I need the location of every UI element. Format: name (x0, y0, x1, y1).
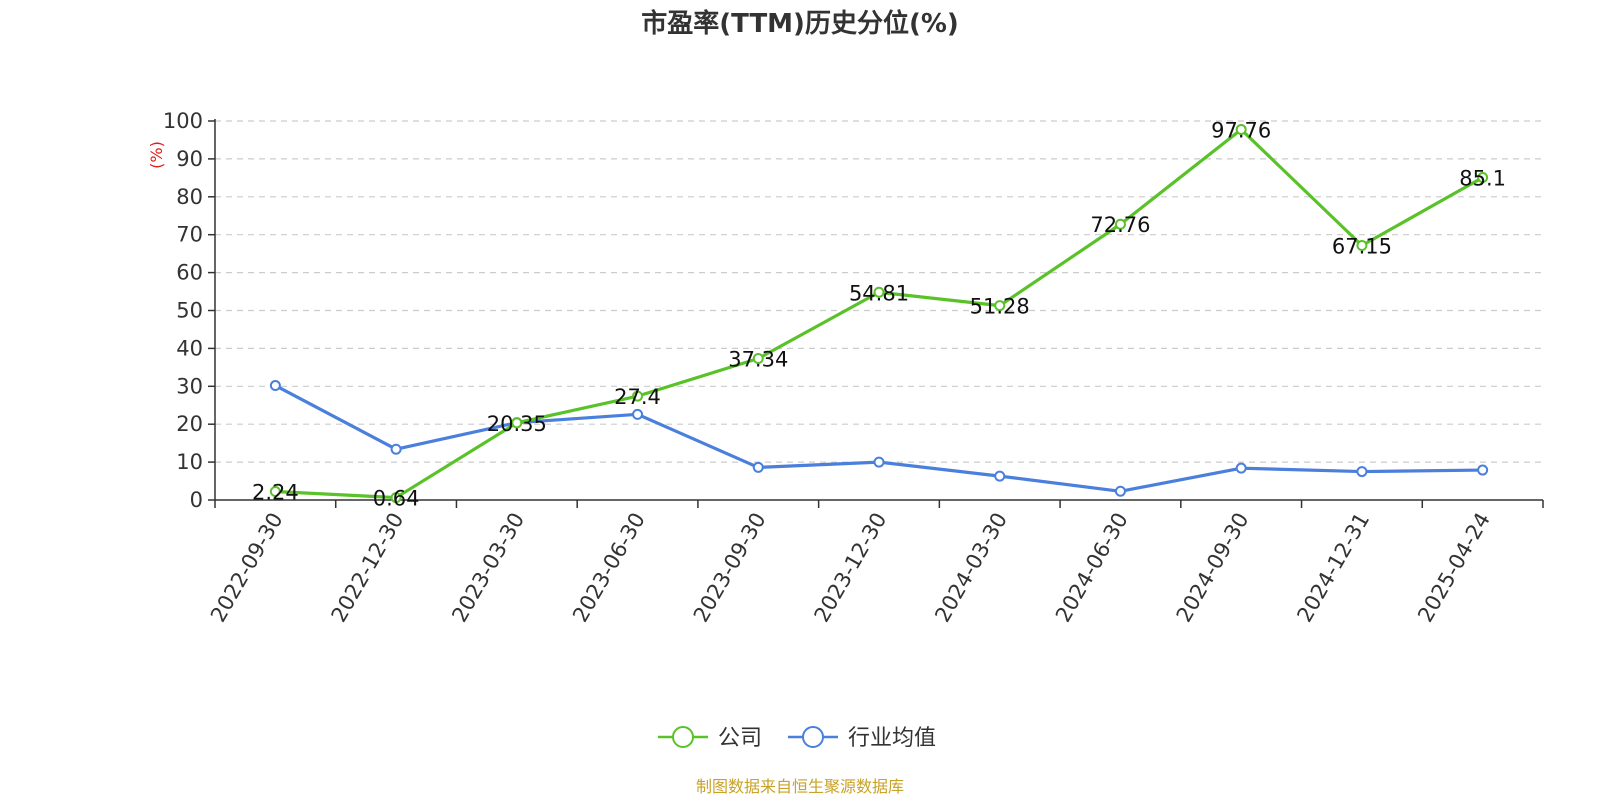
data-label: 0.64 (373, 487, 420, 511)
data-point[interactable] (1356, 466, 1368, 478)
x-tick-label: 2023-06-30 (568, 509, 650, 627)
data-point[interactable] (1114, 218, 1126, 230)
y-tick-label: 10 (176, 450, 203, 474)
data-point[interactable] (1477, 171, 1489, 183)
x-tick-label: 2023-12-30 (810, 509, 892, 627)
y-tick-label: 80 (176, 185, 203, 209)
legend-item-company[interactable]: 公司 (658, 726, 762, 751)
y-tick-label: 50 (176, 299, 203, 323)
y-axis-label: (%) (147, 141, 166, 169)
y-tick-label: 0 (190, 488, 203, 512)
series-line (275, 127, 1484, 500)
x-tick-label: 2022-09-30 (206, 509, 288, 627)
data-point[interactable] (1356, 240, 1368, 252)
data-label: 37.34 (728, 347, 788, 371)
legend[interactable]: 公司 行业均值 (658, 726, 936, 751)
data-point[interactable] (752, 352, 764, 364)
legend-item-industry-average[interactable]: 行业均值 (788, 726, 936, 751)
data-label: 72.76 (1090, 213, 1150, 237)
data-point[interactable] (752, 461, 764, 473)
y-tick-label: 20 (176, 412, 203, 436)
data-point[interactable] (1235, 462, 1247, 474)
data-point[interactable] (994, 470, 1006, 482)
legend-label: 公司 (718, 726, 762, 751)
y-tick-label: 100 (163, 109, 203, 133)
data-label: 20.35 (487, 412, 547, 436)
data-point[interactable] (511, 417, 523, 429)
x-tick-label: 2024-09-30 (1172, 509, 1254, 627)
source-note: 制图数据来自恒生聚源数据库 (696, 777, 904, 796)
data-label: 27.4 (614, 385, 661, 409)
legend-marker (672, 726, 694, 748)
x-tick-label: 2023-09-30 (689, 509, 771, 627)
x-tick-label: 2024-12-31 (1292, 509, 1374, 627)
series-company (269, 123, 1489, 504)
data-point[interactable] (994, 300, 1006, 312)
data-point[interactable] (1477, 464, 1489, 476)
data-point[interactable] (632, 390, 644, 402)
data-label: 54.81 (849, 281, 909, 305)
data-label: 85.1 (1459, 166, 1506, 190)
x-tick-label: 2024-06-30 (1051, 509, 1133, 627)
y-tick-label: 30 (176, 374, 203, 398)
x-tick-label: 2022-12-30 (327, 509, 409, 627)
x-tick-label: 2024-03-30 (930, 509, 1012, 627)
series-layer (269, 123, 1489, 504)
data-point[interactable] (269, 486, 281, 498)
data-point[interactable] (269, 380, 281, 392)
data-point[interactable] (1114, 485, 1126, 497)
y-tick-label: 40 (176, 336, 203, 360)
data-point[interactable] (873, 456, 885, 468)
y-tick-label: 90 (176, 147, 203, 171)
data-point[interactable] (390, 443, 402, 455)
data-label: 97.76 (1211, 118, 1271, 142)
legend-marker (802, 726, 824, 748)
data-point[interactable] (873, 286, 885, 298)
chart-title: 市盈率(TTM)历史分位(%) (641, 8, 959, 39)
data-label: 67.15 (1332, 235, 1392, 259)
grid-lines (215, 120, 1543, 463)
legend-label: 行业均值 (848, 726, 936, 751)
data-point[interactable] (632, 408, 644, 420)
axes: 0 10 20 30 40 50 60 70 80 90 100 2022-09-30 2022-12-… (163, 109, 1544, 627)
series-line (274, 384, 1483, 493)
x-tick-label: 2025-04-24 (1413, 509, 1495, 627)
y-tick-label: 70 (176, 223, 203, 247)
series-industry-average (269, 380, 1489, 497)
data-labels: 2.24 0.64 20.35 27.4 37.34 54.81 51.28 72.76 97.… (252, 118, 1506, 510)
y-tick-label: 60 (176, 261, 203, 285)
data-point[interactable] (1235, 123, 1247, 135)
data-label: 2.24 (252, 481, 299, 505)
x-tick-label: 2023-03-30 (447, 509, 529, 627)
data-label: 51.28 (970, 295, 1030, 319)
data-point[interactable] (390, 492, 402, 504)
